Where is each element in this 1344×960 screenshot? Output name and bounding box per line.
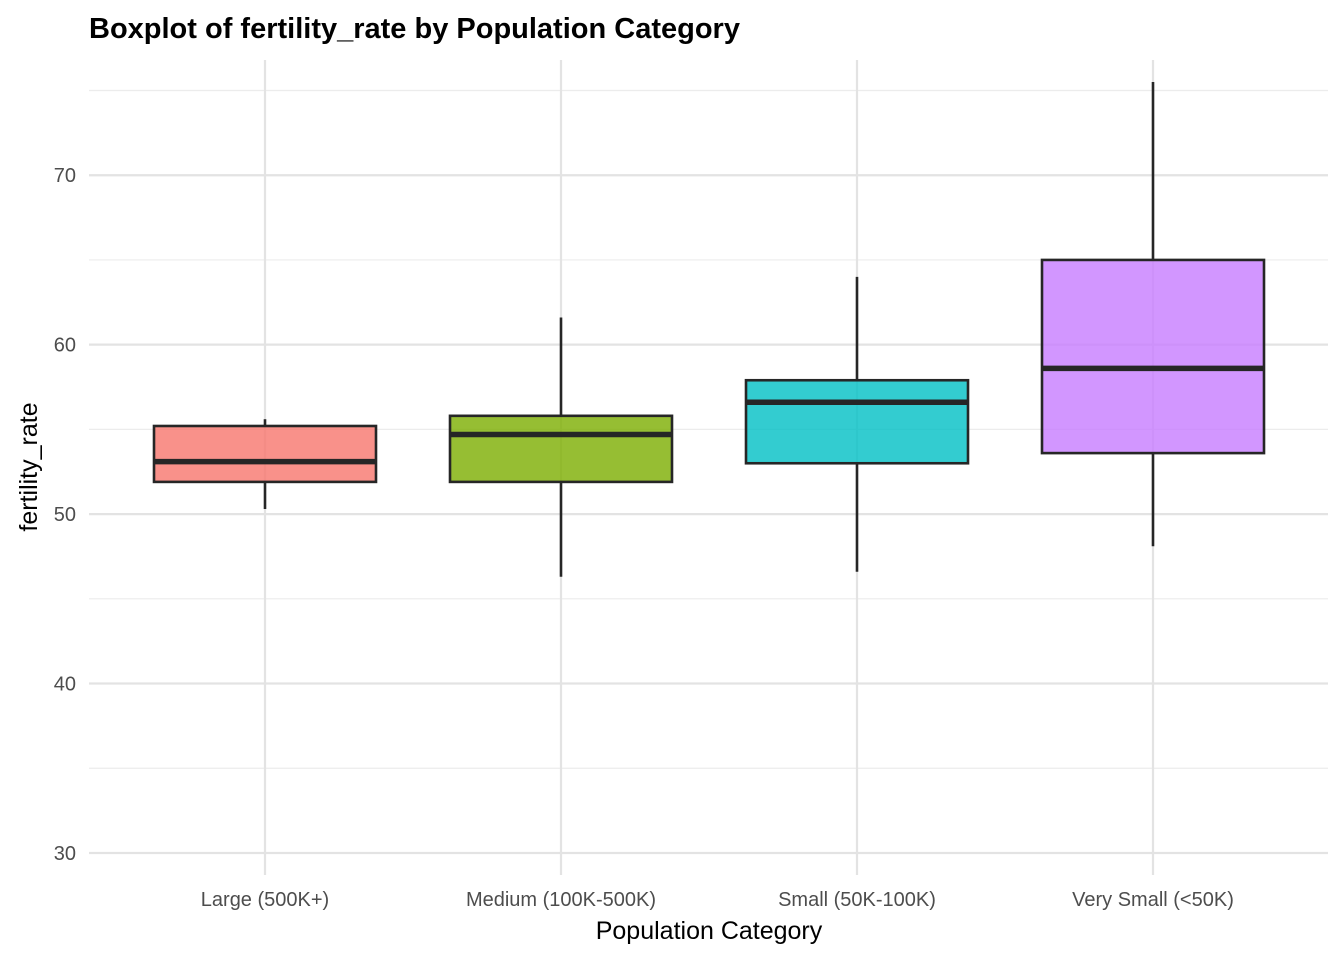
box-group bbox=[744, 276, 970, 572]
y-tick-label: 40 bbox=[54, 674, 76, 696]
box bbox=[744, 378, 970, 465]
box bbox=[448, 414, 674, 484]
chart-title: Boxplot of fertility_rate by Population … bbox=[89, 13, 740, 45]
box-group bbox=[1040, 82, 1266, 547]
y-tick-label: 60 bbox=[54, 335, 76, 357]
x-tick-label: Large (500K+) bbox=[201, 889, 329, 911]
x-axis-title: Population Category bbox=[596, 917, 823, 945]
box-group bbox=[152, 419, 378, 510]
box bbox=[152, 424, 378, 484]
x-tick-label: Very Small (<50K) bbox=[1072, 889, 1234, 911]
y-tick-label: 30 bbox=[54, 843, 76, 865]
x-tick-labels: Large (500K+) Medium (100K-500K) Small (50… bbox=[201, 889, 1234, 911]
y-tick-label: 50 bbox=[54, 504, 76, 526]
boxes bbox=[152, 82, 1266, 577]
y-tick-labels: 30 40 50 60 70 bbox=[54, 165, 76, 865]
y-axis-title: fertility_rate bbox=[15, 402, 43, 531]
box bbox=[1040, 258, 1266, 455]
x-tick-label: Medium (100K-500K) bbox=[466, 889, 656, 911]
y-tick-label: 70 bbox=[54, 165, 76, 187]
box-group bbox=[448, 317, 674, 577]
x-tick-label: Small (50K-100K) bbox=[778, 889, 936, 911]
